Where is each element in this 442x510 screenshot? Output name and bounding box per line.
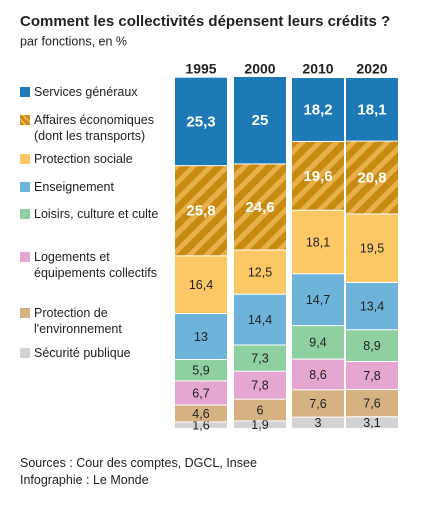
value-label: 24,6 xyxy=(245,199,274,216)
value-label: 13 xyxy=(194,330,208,344)
legend-label: Loisirs, culture et culte xyxy=(34,207,159,221)
legend-label: Protection sociale xyxy=(34,152,133,166)
bar-segment xyxy=(292,78,344,141)
bar-segment xyxy=(346,282,398,330)
bar-segment xyxy=(175,314,227,360)
value-label: 14,4 xyxy=(248,313,272,327)
bar-segment xyxy=(175,381,227,405)
value-label: 16,4 xyxy=(189,278,213,292)
bar-segment xyxy=(175,77,227,166)
bar-segment xyxy=(234,399,286,421)
bar-segment xyxy=(292,326,344,359)
bar-segment xyxy=(292,359,344,390)
x-tick-label: 2010 xyxy=(302,61,333,77)
value-label: 13,4 xyxy=(360,299,384,313)
legend-label: Affaires économiques (dont les transport… xyxy=(34,113,154,143)
bar-segment xyxy=(346,417,398,428)
bar-segment xyxy=(292,141,344,210)
value-label: 3,1 xyxy=(363,416,380,430)
legend-label: Logements et équipements collectifs xyxy=(34,250,157,280)
bar-segment xyxy=(346,362,398,390)
legend-swatch xyxy=(20,308,30,318)
value-label: 8,6 xyxy=(309,368,326,382)
value-label: 18,2 xyxy=(303,101,332,118)
value-label: 7,3 xyxy=(251,351,268,365)
bar-segment xyxy=(175,166,227,256)
legend-swatch xyxy=(20,87,30,97)
value-label: 7,8 xyxy=(363,369,380,383)
value-label: 25 xyxy=(252,112,269,129)
bar-segment xyxy=(175,422,227,428)
value-label: 1,6 xyxy=(192,419,209,433)
value-label: 25,8 xyxy=(186,203,215,220)
value-label: 19,5 xyxy=(360,242,384,256)
legend-swatch xyxy=(20,252,30,262)
value-label: 7,6 xyxy=(363,396,380,410)
legend-label: Services généraux xyxy=(34,85,138,99)
bar-segment xyxy=(234,77,286,164)
bar-segment xyxy=(175,405,227,422)
legend-label: Sécurité publique xyxy=(34,346,131,360)
x-tick-label: 2000 xyxy=(244,61,275,77)
value-label: 8,9 xyxy=(363,339,380,353)
bar-segment xyxy=(346,141,398,214)
value-label: 6,7 xyxy=(192,386,209,400)
legend-swatch xyxy=(20,115,30,125)
bar-segment xyxy=(234,164,286,250)
value-label: 7,6 xyxy=(309,397,326,411)
value-label: 3 xyxy=(315,416,322,430)
legend-swatch xyxy=(20,348,30,358)
legend-swatch xyxy=(20,182,30,192)
source: Sources : Cour des comptes, DGCL, Insee xyxy=(20,456,257,470)
legend-label: Enseignement xyxy=(34,180,114,194)
bar-segment xyxy=(234,345,286,371)
value-label: 18,1 xyxy=(306,235,330,249)
bar-segment xyxy=(346,330,398,362)
bar-segment xyxy=(346,78,398,141)
value-label: 14,7 xyxy=(306,293,330,307)
legend-swatch xyxy=(20,209,30,219)
value-label: 4,6 xyxy=(192,407,209,421)
bar-segment xyxy=(292,417,344,428)
legend-swatch xyxy=(20,154,30,164)
value-label: 20,8 xyxy=(357,170,386,187)
bar-segment xyxy=(234,250,286,294)
bar-segment xyxy=(292,390,344,417)
chart-title: Comment les collectivités dépensent leur… xyxy=(20,13,390,30)
x-tick-label: 2020 xyxy=(356,61,387,77)
bar-segment xyxy=(292,274,344,326)
x-tick-label: 1995 xyxy=(185,61,216,77)
bar-segment xyxy=(234,371,286,399)
bar-segment xyxy=(234,294,286,345)
value-label: 19,6 xyxy=(303,168,332,185)
credit: Infographie : Le Monde xyxy=(20,473,149,487)
value-label: 7,8 xyxy=(251,379,268,393)
value-label: 25,3 xyxy=(186,113,215,130)
bar-segment xyxy=(175,256,227,314)
bar-segment xyxy=(175,360,227,381)
chart-subtitle: par fonctions, en % xyxy=(20,34,127,48)
bar-segment xyxy=(292,210,344,274)
value-label: 1,9 xyxy=(251,418,268,432)
legend-label: Protection de l'environnement xyxy=(34,306,122,336)
bar-segment xyxy=(234,421,286,428)
value-label: 6 xyxy=(257,403,264,417)
value-label: 18,1 xyxy=(357,101,386,118)
bar-segment xyxy=(346,214,398,282)
value-label: 12,5 xyxy=(248,265,272,279)
value-label: 5,9 xyxy=(192,363,209,377)
value-label: 9,4 xyxy=(309,336,326,350)
bar-segment xyxy=(346,390,398,417)
